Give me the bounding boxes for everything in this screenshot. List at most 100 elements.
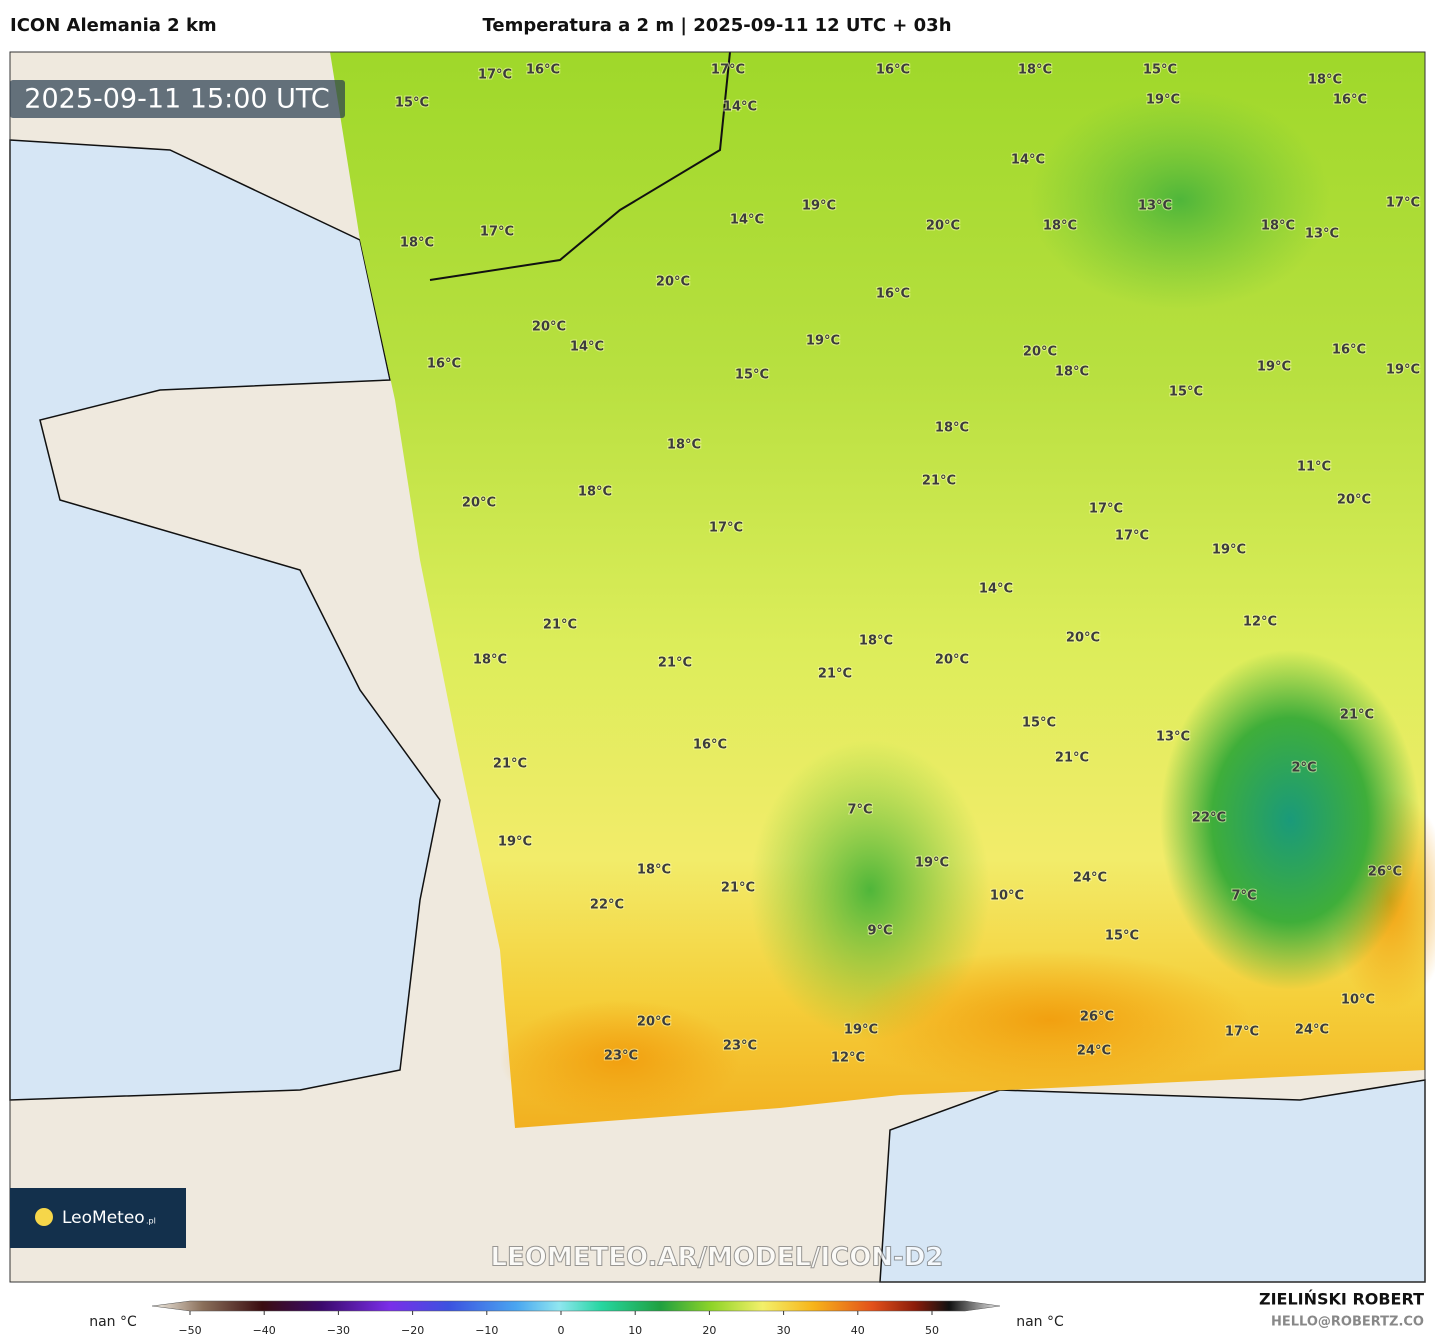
logo-sun bbox=[35, 1208, 53, 1226]
temperature-label: 22°C bbox=[590, 898, 624, 913]
temperature-label: 15°C bbox=[1143, 63, 1177, 78]
temperature-label: 18°C bbox=[1018, 63, 1052, 78]
temperature-label: 18°C bbox=[667, 438, 701, 453]
temperature-label: 17°C bbox=[1225, 1025, 1259, 1040]
temperature-label: 17°C bbox=[1089, 502, 1123, 517]
temperature-label: 20°C bbox=[935, 653, 969, 668]
temperature-label: 13°C bbox=[1138, 199, 1172, 214]
temperature-label: 2°C bbox=[1291, 761, 1316, 776]
colorbar-tick-label: 10 bbox=[628, 1324, 642, 1337]
temperature-label: 24°C bbox=[1295, 1023, 1329, 1038]
temperature-label: 17°C bbox=[709, 521, 743, 536]
temperature-label: 15°C bbox=[1022, 716, 1056, 731]
temperature-label: 22°C bbox=[1192, 811, 1226, 826]
temperature-label: 17°C bbox=[478, 68, 512, 83]
temperature-label: 19°C bbox=[1257, 360, 1291, 375]
temperature-label: 24°C bbox=[1073, 871, 1107, 886]
temperature-label: 17°C bbox=[1115, 529, 1149, 544]
temperature-label: 17°C bbox=[1386, 196, 1420, 211]
colorbar-tick-label: −10 bbox=[475, 1324, 498, 1337]
temperature-label: 13°C bbox=[1156, 730, 1190, 745]
temperature-label: 17°C bbox=[480, 225, 514, 240]
temperature-label: 16°C bbox=[427, 357, 461, 372]
temperature-label: 7°C bbox=[847, 803, 872, 818]
map bbox=[9, 51, 1435, 1283]
temperature-label: 16°C bbox=[876, 287, 910, 302]
warm-area bbox=[500, 1000, 740, 1120]
temperature-label: 15°C bbox=[395, 96, 429, 111]
temperature-label: 15°C bbox=[735, 368, 769, 383]
temperature-label: 21°C bbox=[922, 474, 956, 489]
colorbar-tick-label: −40 bbox=[253, 1324, 276, 1337]
temperature-label: 18°C bbox=[637, 863, 671, 878]
timestamp: 2025-09-11 15:00 UTC bbox=[24, 84, 329, 115]
alps-area bbox=[1160, 650, 1420, 990]
contact: HELLO@ROBERTZ.CO bbox=[1271, 1315, 1424, 1330]
temperature-label: 15°C bbox=[1105, 929, 1139, 944]
colorbar-tick-label: −30 bbox=[327, 1324, 350, 1337]
colorbar-tick-label: 0 bbox=[558, 1324, 565, 1337]
temperature-label: 18°C bbox=[1308, 73, 1342, 88]
model-domain bbox=[330, 52, 1425, 1128]
temperature-label: 12°C bbox=[1243, 615, 1277, 630]
colorbar-tick-label: 40 bbox=[851, 1324, 865, 1337]
temperature-label: 19°C bbox=[498, 835, 532, 850]
temperature-label: 23°C bbox=[723, 1039, 757, 1054]
colorbar-left-label: nan °C bbox=[89, 1314, 137, 1330]
temperature-label: 15°C bbox=[1169, 385, 1203, 400]
temperature-label: 19°C bbox=[844, 1023, 878, 1038]
temperature-label: 19°C bbox=[1146, 93, 1180, 108]
temperature-label: 21°C bbox=[1055, 751, 1089, 766]
temperature-label: 9°C bbox=[867, 924, 892, 939]
temperature-label: 16°C bbox=[1332, 343, 1366, 358]
temperature-label: 21°C bbox=[1340, 708, 1374, 723]
temperature-label: 16°C bbox=[693, 738, 727, 753]
temperature-label: 18°C bbox=[473, 653, 507, 668]
colorbar-tick-label: −50 bbox=[178, 1324, 201, 1337]
temperature-label: 10°C bbox=[1341, 993, 1375, 1008]
logo-name: LeoMeteo bbox=[62, 1208, 145, 1228]
temperature-label: 14°C bbox=[979, 582, 1013, 597]
colorbar-right-label: nan °C bbox=[1016, 1314, 1064, 1330]
colorbar-ticks: −50 −40 −30 −20 −10 0 10 20 30 40 50 bbox=[178, 1311, 939, 1337]
atlantic-sea bbox=[9, 139, 441, 1101]
temperature-label: 16°C bbox=[526, 63, 560, 78]
temperature-label: 13°C bbox=[1305, 227, 1339, 242]
temperature-label: 20°C bbox=[532, 320, 566, 335]
temperature-label: 24°C bbox=[1077, 1044, 1111, 1059]
temperature-label: 14°C bbox=[730, 213, 764, 228]
temperature-label: 21°C bbox=[543, 618, 577, 633]
temperature-label: 26°C bbox=[1080, 1010, 1114, 1025]
temperature-label: 18°C bbox=[1055, 365, 1089, 380]
temperature-label: 18°C bbox=[859, 634, 893, 649]
map-title: Temperatura a 2 m | 2025-09-11 12 UTC + … bbox=[482, 15, 951, 36]
mediterranean-sea bbox=[879, 1079, 1426, 1283]
timestamp-box bbox=[10, 80, 345, 118]
temperature-label: 16°C bbox=[876, 63, 910, 78]
colorbar bbox=[151, 1300, 1001, 1312]
colorbar-tick-label: 30 bbox=[777, 1324, 791, 1337]
temperature-label: 23°C bbox=[604, 1049, 638, 1064]
temperature-label: 20°C bbox=[1337, 493, 1371, 508]
temperature-label: 21°C bbox=[721, 881, 755, 896]
colorbar-tick-label: −20 bbox=[401, 1324, 424, 1337]
temperature-label: 20°C bbox=[637, 1015, 671, 1030]
warm-area bbox=[850, 950, 1250, 1090]
model-name: ICON Alemania 2 km bbox=[10, 15, 217, 36]
temperature-label: 26°C bbox=[1368, 865, 1402, 880]
colorbar-tick-label: 50 bbox=[925, 1324, 939, 1337]
temperature-label: 18°C bbox=[1261, 219, 1295, 234]
temperature-label: 21°C bbox=[658, 656, 692, 671]
coastline bbox=[429, 51, 731, 281]
temperature-label: 21°C bbox=[818, 667, 852, 682]
watermark: LEOMETEO.AR/MODEL/ICON-D2 bbox=[490, 1243, 943, 1273]
temperature-label: 11°C bbox=[1297, 460, 1331, 475]
temperature-label: 19°C bbox=[802, 199, 836, 214]
temperature-label: 17°C bbox=[711, 63, 745, 78]
map-frame bbox=[9, 51, 1426, 1283]
temperature-label: 19°C bbox=[1386, 363, 1420, 378]
temperature-label: 10°C bbox=[990, 889, 1024, 904]
temperature-label: 14°C bbox=[1011, 153, 1045, 168]
temperature-label: 20°C bbox=[1023, 345, 1057, 360]
